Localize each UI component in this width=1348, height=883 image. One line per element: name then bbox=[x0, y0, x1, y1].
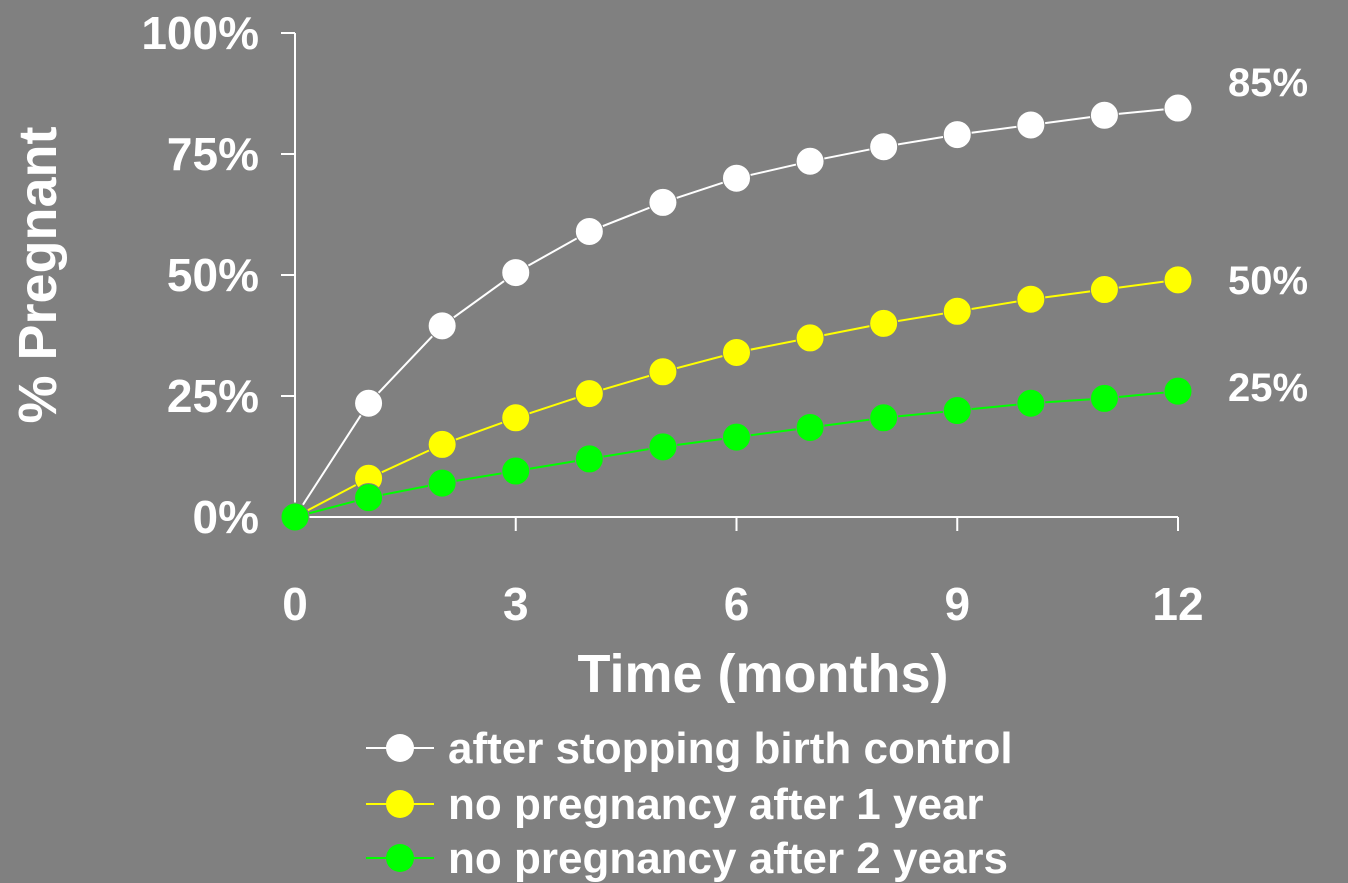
data-point bbox=[427, 311, 457, 341]
data-point bbox=[722, 337, 751, 367]
y-axis-title: % Pregnant bbox=[8, 126, 68, 423]
x-tick-label: 0 bbox=[282, 578, 308, 630]
legend-marker bbox=[386, 734, 414, 762]
data-point bbox=[942, 296, 972, 326]
data-point bbox=[869, 308, 899, 338]
legend-item: no pregnancy after 1 year bbox=[366, 780, 984, 829]
series-layer: 85% 50% 25% bbox=[280, 61, 1308, 532]
data-point bbox=[648, 357, 678, 387]
y-tick-label: 100% bbox=[141, 7, 259, 59]
data-point bbox=[1163, 93, 1193, 123]
y-tick-label: 0% bbox=[193, 491, 259, 543]
series-end-label: 50% bbox=[1228, 259, 1308, 303]
data-point bbox=[427, 429, 457, 459]
data-point bbox=[795, 323, 825, 353]
data-point bbox=[1016, 388, 1046, 418]
y-tick-label: 75% bbox=[167, 128, 259, 180]
axes: 0% 25% 50% 75% 100% 0 3 6 9 12 bbox=[141, 7, 1203, 630]
data-point bbox=[722, 422, 751, 452]
data-point bbox=[501, 403, 531, 433]
data-point bbox=[869, 132, 899, 162]
legend: after stopping birth control no pregnancy… bbox=[366, 724, 1013, 883]
legend-label: no pregnancy after 2 years bbox=[448, 834, 1008, 883]
y-tick-label: 50% bbox=[167, 249, 259, 301]
legend-item: no pregnancy after 2 years bbox=[366, 834, 1008, 883]
data-point bbox=[1016, 110, 1046, 140]
y-tick-label: 25% bbox=[167, 370, 259, 422]
data-point bbox=[1089, 275, 1119, 305]
series-end-label: 85% bbox=[1228, 61, 1308, 105]
series-line bbox=[294, 278, 1179, 518]
data-point bbox=[574, 216, 604, 246]
data-point bbox=[795, 412, 825, 442]
data-point bbox=[501, 258, 531, 288]
data-point bbox=[942, 396, 972, 426]
legend-marker bbox=[386, 844, 414, 872]
series-1: 85% bbox=[280, 61, 1308, 532]
x-tick-label: 3 bbox=[503, 578, 529, 630]
data-point bbox=[574, 379, 604, 409]
data-point bbox=[354, 483, 384, 513]
legend-label: no pregnancy after 1 year bbox=[448, 780, 984, 829]
data-point bbox=[1163, 265, 1193, 295]
data-point bbox=[280, 502, 310, 532]
data-point bbox=[795, 146, 825, 176]
series-line bbox=[294, 390, 1179, 518]
legend-marker bbox=[386, 790, 414, 818]
data-point bbox=[501, 456, 531, 486]
data-point bbox=[1163, 376, 1193, 406]
data-point bbox=[1089, 383, 1119, 413]
data-point bbox=[648, 432, 678, 462]
x-tick-label: 6 bbox=[724, 578, 750, 630]
data-point bbox=[427, 468, 457, 498]
data-point bbox=[869, 403, 899, 433]
x-tick-label: 9 bbox=[944, 578, 970, 630]
series-3: 25% bbox=[280, 366, 1308, 532]
x-tick-label: 12 bbox=[1152, 578, 1203, 630]
data-point bbox=[1089, 100, 1119, 130]
data-point bbox=[722, 163, 751, 193]
data-point bbox=[574, 444, 604, 474]
data-point bbox=[942, 120, 972, 150]
legend-label: after stopping birth control bbox=[448, 724, 1013, 773]
legend-item: after stopping birth control bbox=[366, 724, 1013, 773]
data-point bbox=[354, 388, 384, 418]
series-end-label: 25% bbox=[1228, 366, 1308, 410]
data-point bbox=[1016, 284, 1046, 314]
data-point bbox=[648, 187, 678, 217]
x-axis-title: Time (months) bbox=[577, 644, 948, 704]
